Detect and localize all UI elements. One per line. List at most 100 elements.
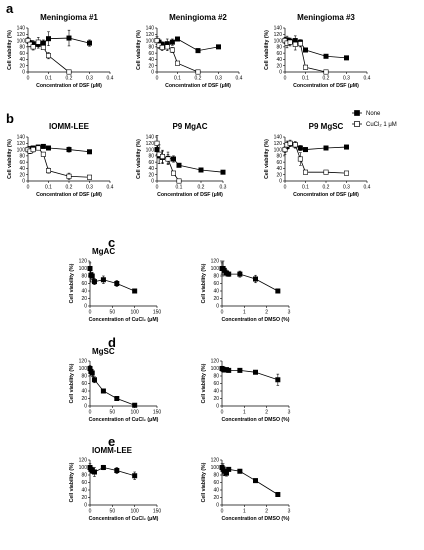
y-tick-label: 100 <box>274 147 283 153</box>
x-tick-label: 50 <box>110 509 116 515</box>
data-point <box>176 162 182 168</box>
data-point <box>91 377 97 383</box>
y-tick-label: 80 <box>148 154 154 160</box>
data-point <box>287 140 293 146</box>
x-tick-label: 0.4 <box>107 185 114 191</box>
y-tick-label: 100 <box>17 147 26 153</box>
y-axis-label: Cell viability (%) <box>69 363 75 403</box>
y-tick-label: 80 <box>148 45 154 51</box>
data-point <box>154 140 160 146</box>
x-tick-label: 0.3 <box>220 185 227 191</box>
x-axis-label: Concentration of CuCl₂ (μM) <box>89 516 159 522</box>
x-tick-label: 150 <box>153 410 162 416</box>
data-point <box>275 288 281 294</box>
chart-title: MgAC <box>92 247 115 256</box>
y-tick-label: 20 <box>19 172 25 178</box>
x-tick-label: 0.4 <box>364 185 371 191</box>
y-tick-label: 0 <box>151 179 154 185</box>
x-tick-label: 0 <box>27 185 30 191</box>
y-tick-label: 120 <box>211 359 220 365</box>
y-tick-label: 40 <box>148 166 154 172</box>
chart-title: P9 MgSC <box>309 122 344 131</box>
x-tick-label: 0.2 <box>66 76 73 82</box>
y-tick-label: 60 <box>81 281 87 287</box>
y-tick-label: 120 <box>211 259 220 265</box>
y-tick-label: 40 <box>213 488 219 494</box>
data-point <box>87 40 93 46</box>
y-tick-label: 120 <box>146 141 155 147</box>
y-tick-label: 60 <box>19 51 25 57</box>
y-tick-label: 80 <box>213 473 219 479</box>
chart-title: MgSC <box>92 347 115 356</box>
data-point <box>27 41 33 47</box>
x-tick-label: 0.2 <box>66 185 73 191</box>
data-point <box>195 69 201 75</box>
data-point <box>297 41 303 47</box>
data-point <box>160 153 166 159</box>
data-point <box>159 44 165 50</box>
data-point <box>45 168 51 174</box>
legend-none-marker <box>354 110 360 116</box>
y-tick-label: 80 <box>19 154 25 160</box>
legend: None CuCl₂ 1 μM <box>352 110 397 128</box>
data-point <box>30 147 36 153</box>
data-point <box>175 36 181 42</box>
x-tick-label: 3 <box>288 310 291 316</box>
series-2 <box>282 139 349 176</box>
chart-title: P9 MgAC <box>172 122 207 131</box>
y-tick-label: 0 <box>22 179 25 185</box>
data-point <box>275 491 281 497</box>
y-tick-label: 100 <box>79 366 88 372</box>
x-tick-label: 0 <box>156 76 159 82</box>
y-tick-label: 40 <box>81 289 87 295</box>
x-tick-label: 0.2 <box>323 185 330 191</box>
data-point <box>253 276 259 282</box>
data-point <box>165 156 171 162</box>
y-tick-label: 20 <box>19 63 25 69</box>
series-1 <box>219 365 281 386</box>
y-tick-label: 120 <box>17 32 26 38</box>
data-point <box>343 144 349 150</box>
data-point <box>302 64 308 70</box>
y-tick-label: 0 <box>22 70 25 76</box>
y-axis-label: Cell viability (%) <box>69 263 75 303</box>
y-tick-label: 0 <box>216 304 219 310</box>
data-point <box>297 145 303 151</box>
y-tick-label: 140 <box>17 26 26 32</box>
data-point <box>45 36 51 42</box>
y-tick-label: 40 <box>19 166 25 172</box>
y-axis-label: Cell viability (%) <box>7 30 13 70</box>
y-tick-label: 20 <box>213 296 219 302</box>
x-axis-label: Concentration of DSF (μM) <box>293 192 359 198</box>
y-tick-label: 20 <box>81 396 87 402</box>
y-tick-label: 60 <box>213 480 219 486</box>
x-tick-label: 1 <box>243 509 246 515</box>
y-tick-label: 60 <box>276 160 282 166</box>
x-axis-label: Concentration of DSF (μM) <box>157 192 223 198</box>
y-tick-label: 40 <box>213 289 219 295</box>
y-tick-label: 80 <box>19 45 25 51</box>
x-tick-label: 100 <box>130 310 139 316</box>
panel-label-e: e <box>108 434 115 449</box>
y-tick-label: 120 <box>79 458 88 464</box>
data-point <box>35 145 41 151</box>
panel-label-b: b <box>6 111 14 126</box>
y-tick-label: 80 <box>81 374 87 380</box>
data-point <box>35 39 41 45</box>
x-axis-label: Concentration of DSF (μM) <box>36 192 102 198</box>
x-axis-label: Concentration of CuCl₂ (μM) <box>89 417 159 423</box>
y-tick-label: 100 <box>146 38 155 44</box>
data-point <box>30 44 36 50</box>
y-tick-label: 0 <box>84 503 87 509</box>
y-tick-label: 20 <box>276 172 282 178</box>
x-tick-label: 0.1 <box>174 76 181 82</box>
x-tick-label: 0.1 <box>45 185 52 191</box>
series-1 <box>87 365 138 408</box>
y-tick-label: 60 <box>81 480 87 486</box>
